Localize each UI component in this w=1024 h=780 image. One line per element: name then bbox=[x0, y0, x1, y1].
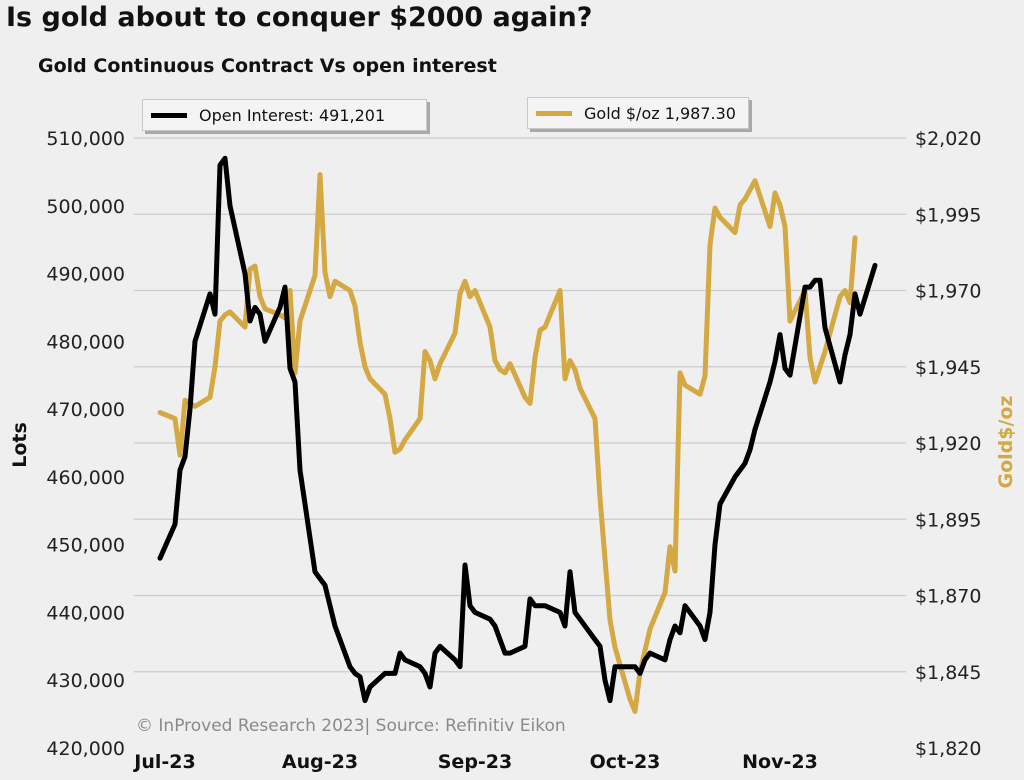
left-axis-ticks: 420,000 430,000 440,000 450,000 460,000 470,0… bbox=[46, 128, 125, 760]
x-tick-label: Aug-23 bbox=[282, 751, 358, 773]
chart-title: Is gold about to conquer $2000 again? bbox=[6, 2, 593, 33]
gridlines bbox=[134, 137, 906, 673]
chart-subtitle: Gold Continuous Contract Vs open interes… bbox=[38, 55, 497, 77]
left-tick-label: 470,000 bbox=[46, 399, 125, 421]
legend-open-interest: Open Interest: 491,201 bbox=[142, 99, 427, 131]
left-tick-label: 420,000 bbox=[46, 738, 125, 760]
left-tick-label: 450,000 bbox=[46, 535, 125, 557]
right-axis-label: Gold$/oz bbox=[995, 395, 1017, 488]
legend-swatch-open-interest bbox=[151, 112, 187, 118]
right-tick-label: $1,995 bbox=[915, 204, 981, 226]
right-tick-label: $2,020 bbox=[915, 128, 981, 150]
right-axis-ticks: $1,820 $1,845 $1,870 $1,895 $1,920 $1,945 $1,9… bbox=[915, 128, 981, 760]
left-tick-label: 460,000 bbox=[46, 467, 125, 489]
gold-price-line bbox=[157, 172, 858, 714]
legend-gold: Gold $/oz 1,987.30 bbox=[527, 97, 749, 129]
x-tick-label: Nov-23 bbox=[742, 751, 818, 773]
right-tick-label: $1,895 bbox=[915, 509, 981, 531]
left-tick-label: 500,000 bbox=[46, 196, 125, 218]
open-interest-line bbox=[157, 155, 878, 704]
right-tick-label: $1,820 bbox=[915, 738, 981, 760]
x-tick-label: Jul-23 bbox=[132, 751, 195, 773]
left-tick-label: 430,000 bbox=[46, 670, 125, 692]
x-axis-ticks: Jul-23 Aug-23 Sep-23 Oct-23 Nov-23 bbox=[132, 751, 818, 773]
legend-label-open-interest: Open Interest: 491,201 bbox=[199, 105, 386, 125]
right-tick-label: $1,945 bbox=[915, 357, 981, 379]
left-tick-label: 480,000 bbox=[46, 331, 125, 353]
right-tick-label: $1,870 bbox=[915, 586, 981, 608]
right-tick-label: $1,845 bbox=[915, 662, 981, 684]
legend-swatch-gold bbox=[536, 110, 572, 116]
series-layer bbox=[157, 155, 878, 714]
source-credit: © InProved Research 2023| Source: Refini… bbox=[136, 716, 566, 736]
right-tick-label: $1,970 bbox=[915, 281, 981, 303]
left-tick-label: 440,000 bbox=[46, 602, 125, 624]
left-axis-label: Lots bbox=[9, 422, 31, 468]
x-tick-label: Sep-23 bbox=[438, 751, 513, 773]
x-tick-label: Oct-23 bbox=[590, 751, 661, 773]
left-tick-label: 490,000 bbox=[46, 264, 125, 286]
right-tick-label: $1,920 bbox=[915, 433, 981, 455]
legend-label-gold: Gold $/oz 1,987.30 bbox=[584, 103, 736, 123]
left-tick-label: 510,000 bbox=[46, 128, 125, 150]
